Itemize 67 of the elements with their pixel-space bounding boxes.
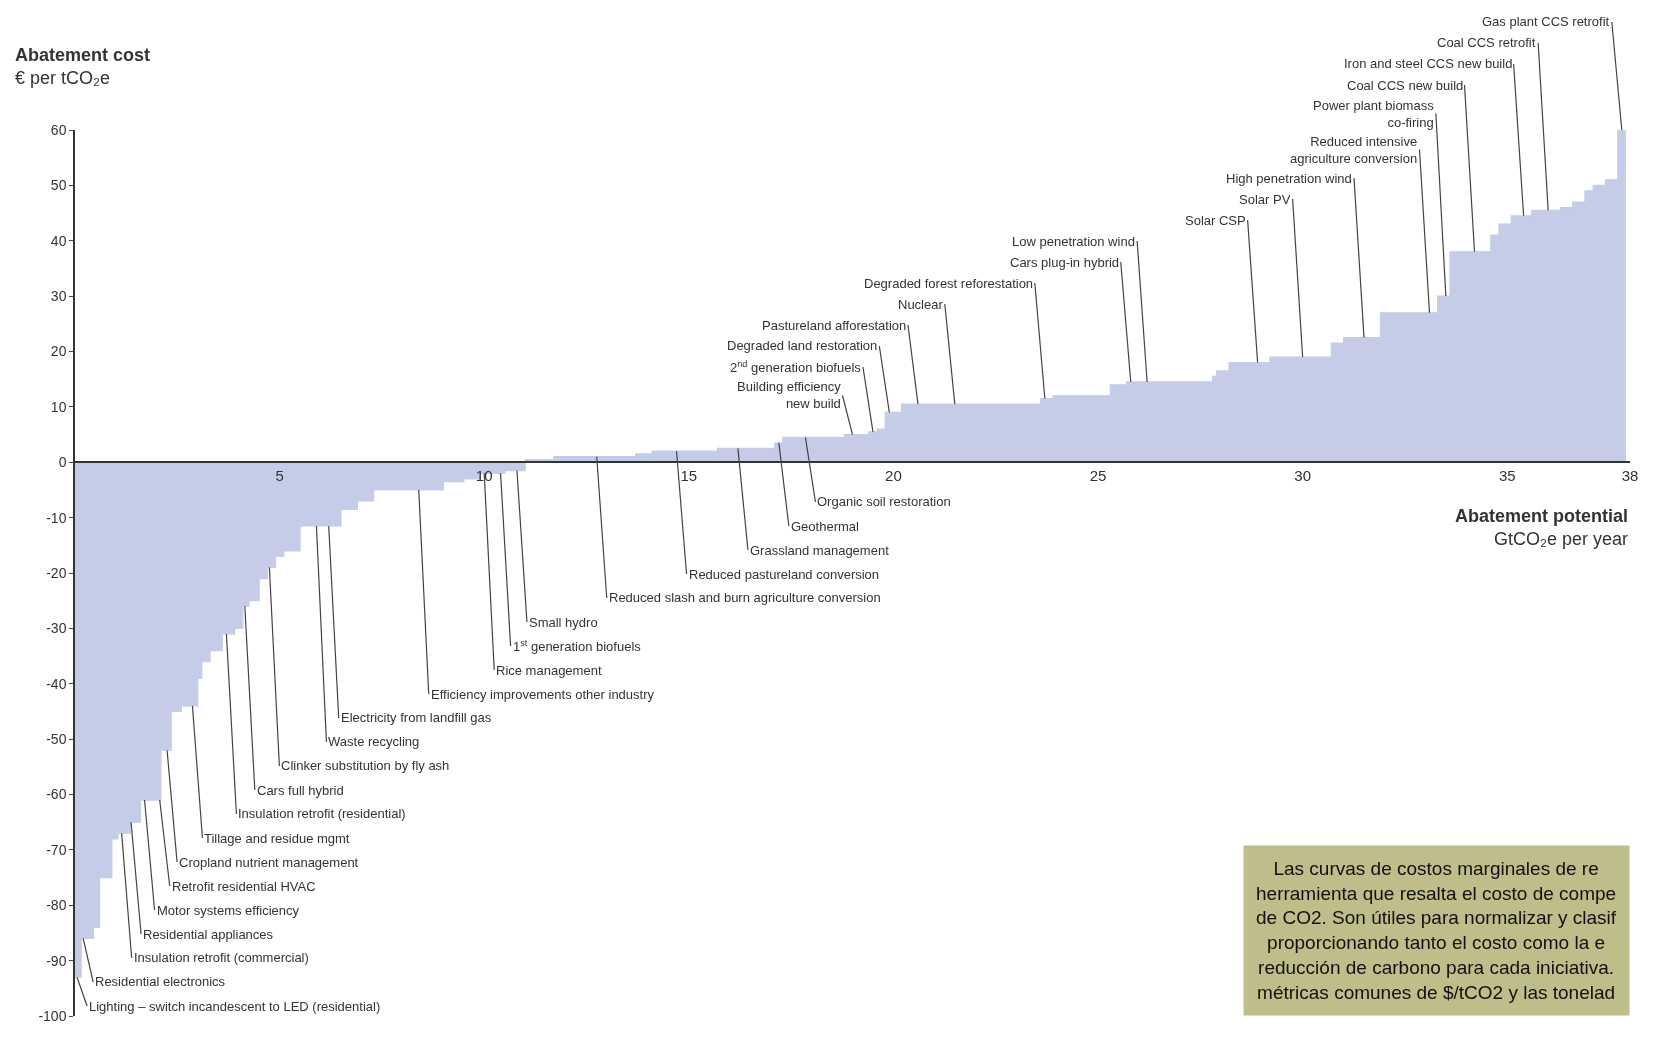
y-tick-label: 50 [50,177,67,194]
y-tick-label: 0 [58,454,67,471]
annotation: Coal CCS retrofit [1437,35,1536,50]
y-tick-label: -60 [46,786,67,803]
annotation: Grassland management [750,543,890,558]
y-tick-label: -50 [46,731,67,748]
y-tick-label: -40 [46,675,67,692]
annotation: Electricity from landfill gas [341,710,492,725]
x-tick-label: 35 [1498,467,1516,484]
y-tick-label: -10 [46,509,67,526]
annotation: Degraded land restoration [727,338,878,353]
x-tick-label: 5 [275,467,284,484]
annotation: Iron and steel CCS new build [1344,56,1513,71]
annotation: Insulation retrofit (residential) [238,806,406,821]
annotation: Pastureland afforestation [762,318,907,333]
x-tick-label: 15 [680,467,698,484]
annotation: Low penetration wind [1012,234,1135,249]
annotation: Reduced pastureland conversion [689,567,880,582]
annotation: 1$^{st}$ generation biofuels [513,638,642,655]
annotation: Motor systems efficiency [157,903,300,918]
annotation: Tillage and residue mgmt [204,831,350,846]
annotation: Small hydro [529,615,598,630]
annotation: Geothermal [791,519,860,534]
x-tick-label: 25 [1089,467,1107,484]
annotation: High penetration wind [1226,171,1352,186]
y-tick-label: -20 [46,564,67,581]
annotation: Lighting – switch incandescent to LED (residential) [89,999,381,1014]
annotation: Cars full hybrid [257,783,344,798]
annotation: Nuclear [898,297,944,312]
annotation: Reduced slash and burn agriculture conversion [609,590,881,605]
y-tick-label: -70 [46,841,67,858]
annotation: Reduced intensive agriculture conversion [1290,134,1418,166]
annotation: Clinker substitution by fly ash [281,758,450,773]
annotation: Residential electronics [95,974,226,989]
annotation: Solar CSP [1185,213,1246,228]
annotation: Rice management [496,663,602,678]
annotation: Efficiency improvements other industry [431,687,655,702]
y-tick-label: 10 [50,398,67,415]
annotation: Las curvas de costos marginales de re herramienta que resalta el costo de compe de CO2. Son útiles para normalizar y clasif proporcionando tanto el costo como la e reducción de carbono para cada iniciativa. métricas comunes de $/tCO2 y las tonelad [1256,858,1617,1003]
annotation: Cropland nutrient management [179,855,359,870]
annotation: Gas plant CCS retrofit [1482,14,1610,29]
annotation: Organic soil restoration [817,494,951,509]
annotation: Building efficiency new build [737,379,842,411]
y-tick-label: -30 [46,620,67,637]
y-tick-label: -90 [46,952,67,969]
annotation: Retrofit residential HVAC [172,879,316,894]
x-tick-label: 20 [885,467,902,484]
x-tick-label: 10 [475,467,493,484]
y-tick-label: 40 [50,232,67,249]
y-tick-label: -80 [46,897,67,914]
y-tick-label: -100 [38,1007,67,1024]
annotation: Waste recycling [328,734,420,749]
y-tick-label: 30 [50,288,67,305]
annotation: Degraded forest reforestation [864,276,1034,291]
annotation: Power plant biomass co-firing [1313,98,1435,130]
y-tick-label: 60 [50,121,67,138]
x-tick-label: 38 [1621,467,1639,484]
y-axis-title: Abatement cost € per tCO₂e [15,45,151,89]
annotation: Cars plug-in hybrid [1010,255,1120,270]
annotation: Coal CCS new build [1347,78,1464,93]
x-axis-title: Abatement potential GtCO₂e per year [1455,506,1629,550]
annotation: Solar PV [1239,192,1291,207]
annotation: 2$^{nd}$ generation biofuels [730,359,862,376]
annotation: Insulation retrofit (commercial) [134,950,309,965]
x-tick-label: 30 [1294,467,1311,484]
y-tick-label: 20 [50,343,67,360]
annotation: Residential appliances [143,927,274,942]
